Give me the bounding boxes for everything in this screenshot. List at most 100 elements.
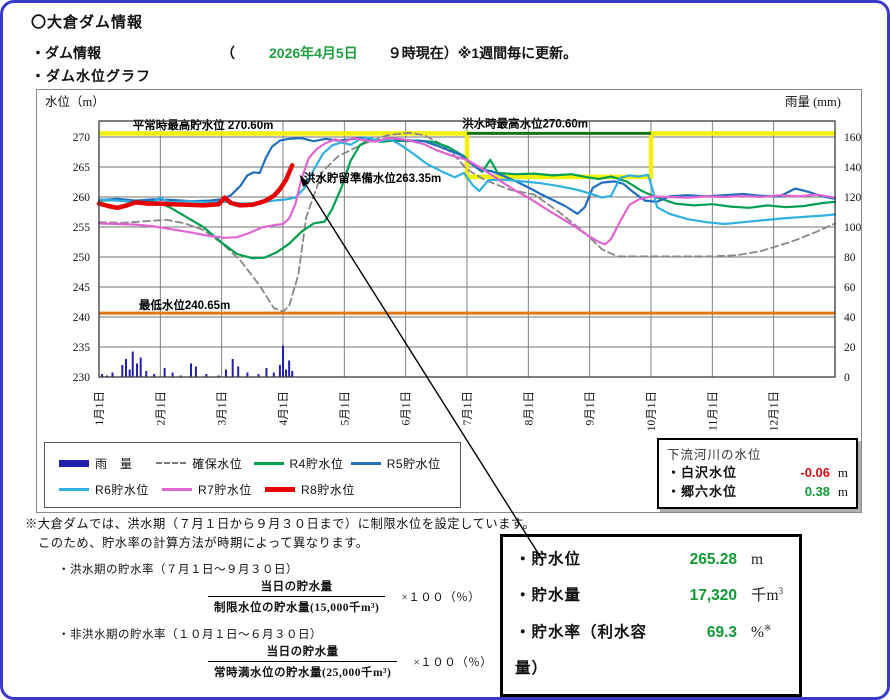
x-tick: 7月1日 xyxy=(462,391,474,426)
goroku-unit: m xyxy=(837,483,848,499)
x-tick: 12月1日 xyxy=(769,391,781,431)
storage-volume-label: ・貯水量 xyxy=(515,587,582,605)
rain-bar xyxy=(246,372,249,377)
legend-item-確保水位: 確保水位 xyxy=(156,455,253,472)
y-left-axis-title: 水位（m） xyxy=(45,94,105,109)
list-item: ・白沢水位 -0.06 m xyxy=(667,464,848,483)
list-item: ・貯水位 265.28 m xyxy=(515,542,785,578)
y-right-tick: 120 xyxy=(844,192,862,204)
shirasawa-label: ・白沢水位 xyxy=(667,465,738,480)
chart-annotation: 洪水貯留準備水位263.35m xyxy=(304,171,441,185)
shirasawa-unit: m xyxy=(837,465,848,480)
page-title: 〇大倉ダム情報 xyxy=(31,14,144,31)
water-level-chart-panel: 平常時最高貯水位 270.60m 洪水時最高水位270.60m 洪水貯留準備水位26… xyxy=(36,89,862,513)
legend-swatch xyxy=(253,461,284,465)
note-line: ※大倉ダムでは、洪水期（７月１日から９月３０日まで）に制限水位を設定しています。 xyxy=(25,517,536,531)
rain-bar xyxy=(131,351,134,377)
rain-bar xyxy=(282,345,284,377)
storage-level-value: 265.28 xyxy=(689,551,737,568)
rain-bar xyxy=(171,372,174,377)
storage-volume-unit: 千m3 xyxy=(751,586,784,605)
report-date: 2026年4月5日 xyxy=(269,45,358,61)
chart-annotation: 洪水時最高水位270.60m xyxy=(462,116,588,130)
formula-suffix: ×１００（％） xyxy=(413,656,493,669)
rain-bar xyxy=(124,359,127,377)
chart-annotation: 平常時最高貯水位 270.60m xyxy=(133,118,274,132)
y-right-tick: 20 xyxy=(844,342,856,354)
storage-level-unit: m xyxy=(751,551,764,568)
y-right-axis-title: 雨量 (mm) xyxy=(785,95,841,109)
non-flood-season-formula: ・非洪水期の貯水率（１０月１日～６月３０日） 当日の貯水量 常時満水位の貯水量(… xyxy=(58,626,492,680)
x-tick: 5月1日 xyxy=(339,391,351,426)
flood-season-formula: ・洪水期の貯水率（７月１日～９月３０日） 当日の貯水量 制限水位の貯水量(15,… xyxy=(58,561,480,615)
formula-title: ・洪水期の貯水率（７月１日～９月３０日） xyxy=(58,564,298,576)
current-status-box: ・貯水位 265.28 m ・貯水量 17,320 千m3 ・貯水率（利水容量）… xyxy=(500,534,802,697)
y-left-tick: 240 xyxy=(73,312,91,324)
rain-bar xyxy=(291,371,294,377)
storage-rate-unit: %※ xyxy=(751,622,772,641)
rain-bar xyxy=(179,375,182,377)
y-left-tick: 265 xyxy=(73,162,91,174)
legend-label: R7貯水位 xyxy=(198,482,252,497)
rain-bar xyxy=(101,374,104,377)
y-left-tick: 230 xyxy=(73,372,91,384)
y-right-tick: 80 xyxy=(844,252,856,264)
x-tick: 10月1日 xyxy=(646,391,658,431)
legend-item-R4貯水位: R4貯水位 xyxy=(253,455,351,472)
storage-level-label: ・貯水位 xyxy=(515,551,582,568)
legend-item-R7貯水位: R7貯水位 xyxy=(162,481,265,498)
rain-bar xyxy=(111,372,114,377)
rain-bar xyxy=(231,359,234,377)
downstream-box-title: 下流河川の水位 xyxy=(667,448,762,462)
list-item: ・貯水量 17,320 千m3 xyxy=(515,578,785,614)
rain-bar xyxy=(272,372,275,377)
rain-bar xyxy=(217,375,220,377)
legend-label: R4貯水位 xyxy=(289,456,344,471)
series-line-5 xyxy=(96,163,295,211)
rain-bar xyxy=(224,369,227,377)
rain-bar xyxy=(265,368,268,377)
formula-suffix: ×１００（％） xyxy=(401,591,481,604)
rain-bar xyxy=(145,371,148,377)
legend-label: R5貯水位 xyxy=(386,456,441,471)
rain-bar xyxy=(121,365,124,377)
chart-legend: 雨 量 確保水位 R4貯水位 R5貯水位 R6貯水位 R7貯水位 R8貯水位 xyxy=(44,442,461,508)
y-left-tick: 270 xyxy=(73,132,91,144)
legend-label: R6貯水位 xyxy=(95,482,149,497)
rain-bar xyxy=(128,369,131,377)
note-line: このため、貯水率の計算方法が時期によって異なります。 xyxy=(38,536,369,551)
formula-numerator: 当日の貯水量 xyxy=(260,581,333,593)
x-tick: 3月1日 xyxy=(217,391,229,426)
x-tick: 9月1日 xyxy=(585,391,597,426)
x-tick: 6月1日 xyxy=(401,391,413,426)
x-tick: 2月1日 xyxy=(155,391,167,426)
downstream-river-box: 下流河川の水位 ・白沢水位 -0.06 m ・郷六水位 0.38 m xyxy=(657,438,858,509)
goroku-value: 0.38 xyxy=(804,483,830,499)
paren-open: （ xyxy=(221,45,235,61)
y-right-tick: 60 xyxy=(844,282,856,294)
dam-info-line: ・ダム情報 （ 2026年4月5日 ９時現在）※1週間毎に更新。 xyxy=(31,43,577,63)
shirasawa-value: -0.06 xyxy=(800,465,830,480)
y-right-tick: 0 xyxy=(844,372,850,384)
storage-rate-value: 69.3 xyxy=(706,623,737,641)
y-right-tick: 100 xyxy=(844,222,862,234)
rain-bar xyxy=(153,374,156,377)
rain-bar xyxy=(136,363,139,377)
legend-item-R8貯水位: R8貯水位 xyxy=(265,481,368,498)
rain-bar xyxy=(205,374,208,377)
y-left-tick: 260 xyxy=(73,192,91,204)
x-tick: 1月1日 xyxy=(94,391,106,426)
y-right-tick: 160 xyxy=(844,132,862,144)
dam-info-label: ・ダム情報 xyxy=(31,45,101,61)
rain-bar xyxy=(285,369,288,377)
rain-bar xyxy=(190,363,192,377)
legend-swatch xyxy=(59,459,89,467)
legend-row: R6貯水位 R7貯水位 R8貯水位 xyxy=(59,476,448,502)
formula-title: ・非洪水期の貯水率（１０月１日～６月３０日） xyxy=(58,629,322,641)
legend-swatch xyxy=(350,461,381,465)
rain-bar xyxy=(194,366,197,377)
y-left-tick: 255 xyxy=(73,222,91,234)
y-left-tick: 250 xyxy=(73,252,91,264)
limit-level-line xyxy=(99,131,835,180)
chart-annotation: 最低水位240.65m xyxy=(139,298,230,312)
